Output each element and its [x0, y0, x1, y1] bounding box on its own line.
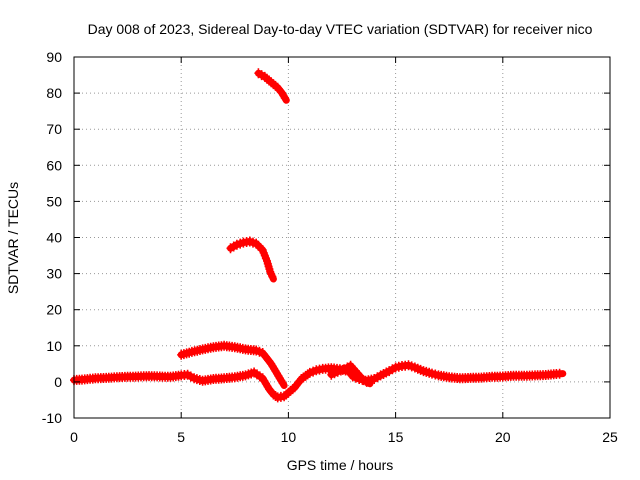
y-axis-label: SDTVAR / TECUs: [5, 182, 21, 294]
series-1: [177, 340, 288, 389]
y-tick-label: 90: [46, 49, 62, 65]
data-point: [268, 271, 277, 282]
x-axis-label: GPS time / hours: [287, 457, 394, 473]
y-tick-label: 70: [46, 121, 62, 137]
y-tick-label: 50: [46, 193, 62, 209]
series-2: [327, 360, 374, 388]
x-tick-label: 25: [602, 429, 618, 445]
data-point: [277, 375, 286, 386]
ticks: 0 5 10 15 20 25 -10 0 10 20 30 40 50 60 70 80 90: [42, 49, 618, 445]
grid: [74, 57, 610, 418]
x-tick-label: 10: [281, 429, 297, 445]
y-tick-label: 0: [54, 374, 62, 390]
data-point: [267, 269, 276, 280]
x-tick-label: 0: [70, 429, 78, 445]
data-point: [278, 378, 287, 389]
series-layer: [70, 68, 567, 403]
series-4: [254, 68, 290, 104]
chart-title: Day 008 of 2023, Sidereal Day-to-day VTE…: [88, 21, 593, 37]
x-tick-label: 5: [177, 429, 185, 445]
x-tick-label: 15: [388, 429, 404, 445]
data-point: [279, 90, 288, 101]
x-tick-label: 20: [495, 429, 511, 445]
y-tick-label: 60: [46, 157, 62, 173]
data-point: [362, 376, 371, 387]
y-tick-label: 20: [46, 302, 62, 318]
y-tick-label: -10: [42, 410, 62, 426]
y-tick-label: 40: [46, 230, 62, 246]
y-tick-label: 30: [46, 266, 62, 282]
y-tick-label: 10: [46, 338, 62, 354]
data-point: [555, 368, 564, 379]
series-0: [70, 360, 567, 403]
series-3: [226, 236, 277, 283]
data-point: [280, 92, 289, 103]
y-tick-label: 80: [46, 85, 62, 101]
